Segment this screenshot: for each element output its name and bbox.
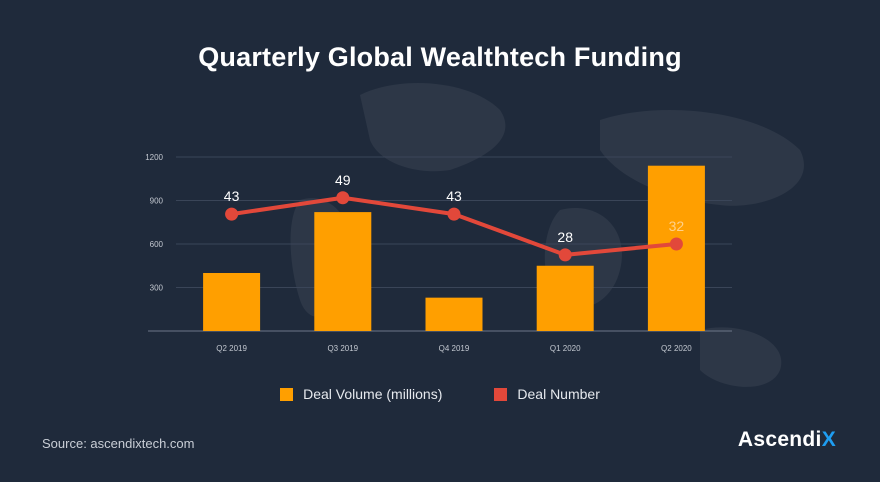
brand-logo-main: Ascendi [737, 428, 822, 451]
source-text: Source: ascendixtech.com [42, 436, 195, 451]
x-tick-label: Q1 2020 [550, 344, 581, 353]
x-tick-label: Q2 2020 [661, 344, 692, 353]
data-label-deal-number: 43 [446, 188, 462, 204]
x-tick-label: Q4 2019 [439, 344, 470, 353]
brand-logo: AscendiX [738, 428, 836, 452]
legend-label-deal-number: Deal Number [517, 386, 600, 402]
point-deal-number [447, 207, 461, 221]
legend-item-deal-volume: Deal Volume (millions) [280, 386, 442, 402]
data-label-deal-number: 43 [224, 188, 240, 204]
point-deal-number [558, 248, 572, 262]
point-deal-number [225, 207, 239, 221]
legend-item-deal-number: Deal Number [494, 386, 600, 402]
y-tick-label: 900 [150, 197, 164, 206]
bar-deal-volume [425, 297, 483, 331]
y-tick-label: 1200 [145, 153, 163, 162]
legend-swatch-deal-volume [280, 387, 294, 401]
y-tick-label: 300 [150, 284, 164, 293]
legend-swatch-deal-number [494, 387, 508, 401]
chart-title: Quarterly Global Wealthtech Funding [198, 42, 682, 72]
y-tick-label: 600 [150, 240, 164, 249]
point-deal-number [336, 191, 350, 205]
legend: Deal Volume (millions) Deal Number [0, 386, 880, 402]
data-label-deal-number: 32 [669, 218, 685, 234]
legend-label-deal-volume: Deal Volume (millions) [303, 386, 443, 402]
line-deal-number [231, 195, 677, 257]
x-tick-label: Q2 2019 [216, 344, 247, 353]
data-label-deal-number: 49 [335, 172, 351, 188]
bar-deal-volume [203, 273, 261, 331]
brand-logo-accent: X [821, 428, 836, 451]
bar-deal-volume [536, 265, 594, 331]
bar-deal-volume [314, 212, 372, 331]
point-deal-number [669, 237, 683, 251]
x-tick-label: Q3 2019 [327, 344, 358, 353]
data-label-deal-number: 28 [557, 229, 573, 245]
